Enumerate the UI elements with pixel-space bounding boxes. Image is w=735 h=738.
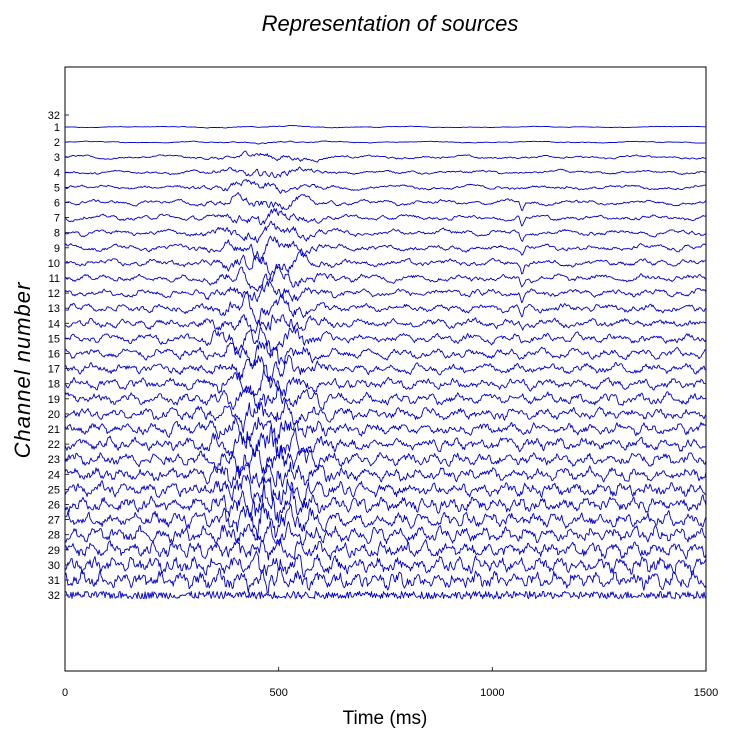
channel-trace-12 [64, 280, 707, 304]
channel-trace-15 [64, 325, 707, 357]
channel-trace-6 [64, 192, 707, 211]
y-tick-label: 3 [54, 152, 60, 164]
channel-trace-4 [64, 166, 707, 179]
y-tick-label: 30 [48, 560, 60, 572]
channel-trace-7 [65, 208, 707, 227]
y-tick-label: 23 [48, 454, 60, 466]
y-tick-label: 24 [48, 469, 60, 481]
y-tick-label: 11 [49, 273, 60, 285]
channel-trace-14 [64, 314, 707, 334]
channel-trace-21 [64, 416, 707, 445]
y-tick-label: 31 [48, 575, 60, 587]
y-tick-label: 7 [54, 213, 60, 225]
channel-trace-13 [65, 290, 707, 325]
x-axis-label: Time (ms) [343, 708, 428, 729]
y-tick-label: 18 [48, 379, 60, 391]
channel-trace-29 [64, 538, 707, 561]
channel-trace-1 [64, 125, 707, 129]
y-tick-label: 9 [54, 243, 60, 255]
channel-trace-3 [64, 150, 707, 163]
channel-trace-10 [64, 250, 707, 276]
channel-trace-18 [64, 364, 707, 397]
y-tick-label: 21 [48, 424, 60, 436]
y-axis-label: Channel number [10, 281, 35, 458]
y-tick-label: 8 [54, 228, 60, 240]
y-tick-label: 13 [48, 303, 60, 315]
y-tick-label: 6 [54, 198, 60, 210]
channel-trace-19 [64, 385, 706, 410]
channel-trace-23 [64, 444, 707, 476]
y-tick-label: 20 [48, 409, 60, 421]
x-tick-label: 1000 [480, 687, 504, 699]
channel-trace-27 [64, 502, 707, 540]
y-tick-label: 2 [54, 137, 60, 149]
channel-trace-17 [64, 355, 707, 382]
channel-trace-32 [64, 590, 707, 600]
y-tick-label: 12 [48, 288, 60, 300]
y-tick-label: 10 [48, 258, 60, 270]
y-tick-label: 4 [54, 167, 60, 179]
channel-trace-2 [64, 140, 707, 145]
y-tick-labels: 3212345678910111213141516171819202122232… [48, 110, 69, 602]
channel-trace-31 [64, 566, 707, 594]
y-tick-label: 32 [48, 590, 60, 602]
y-tick-label: 17 [48, 364, 60, 376]
y-tick-label: 32 [48, 110, 60, 122]
channel-trace-26 [64, 484, 707, 524]
y-tick-label: 22 [48, 439, 60, 451]
channel-trace-5 [64, 178, 707, 194]
channel-trace-30 [64, 550, 707, 578]
y-tick-label: 19 [48, 394, 60, 406]
y-tick-label: 1 [54, 122, 60, 134]
y-tick-label: 15 [48, 333, 60, 345]
channel-trace-28 [64, 520, 707, 546]
chart-title: Representation of sources [262, 11, 519, 36]
x-tick-label: 1500 [694, 687, 718, 699]
channel-trace-16 [64, 341, 707, 367]
y-tick-label: 26 [48, 500, 60, 512]
channel-trace-25 [64, 474, 707, 507]
channel-trace-22 [64, 424, 707, 459]
x-tick-labels: 0 500 1000 1500 [62, 667, 718, 699]
x-tick-label: 500 [269, 687, 287, 699]
channel-trace-9 [64, 235, 707, 263]
y-tick-label: 5 [54, 182, 60, 194]
y-tick-label: 27 [48, 515, 60, 527]
y-tick-label: 14 [48, 318, 60, 330]
channel-trace-24 [64, 461, 707, 489]
y-tick-label: 25 [48, 484, 60, 496]
channel-traces [64, 125, 707, 600]
x-tick-label: 0 [62, 687, 68, 699]
y-tick-label: 16 [48, 349, 60, 361]
y-tick-label: 28 [48, 530, 60, 542]
y-tick-label: 29 [48, 545, 60, 557]
channel-trace-20 [64, 398, 707, 433]
channel-trace-11 [64, 266, 707, 292]
channel-trace-8 [64, 220, 707, 244]
